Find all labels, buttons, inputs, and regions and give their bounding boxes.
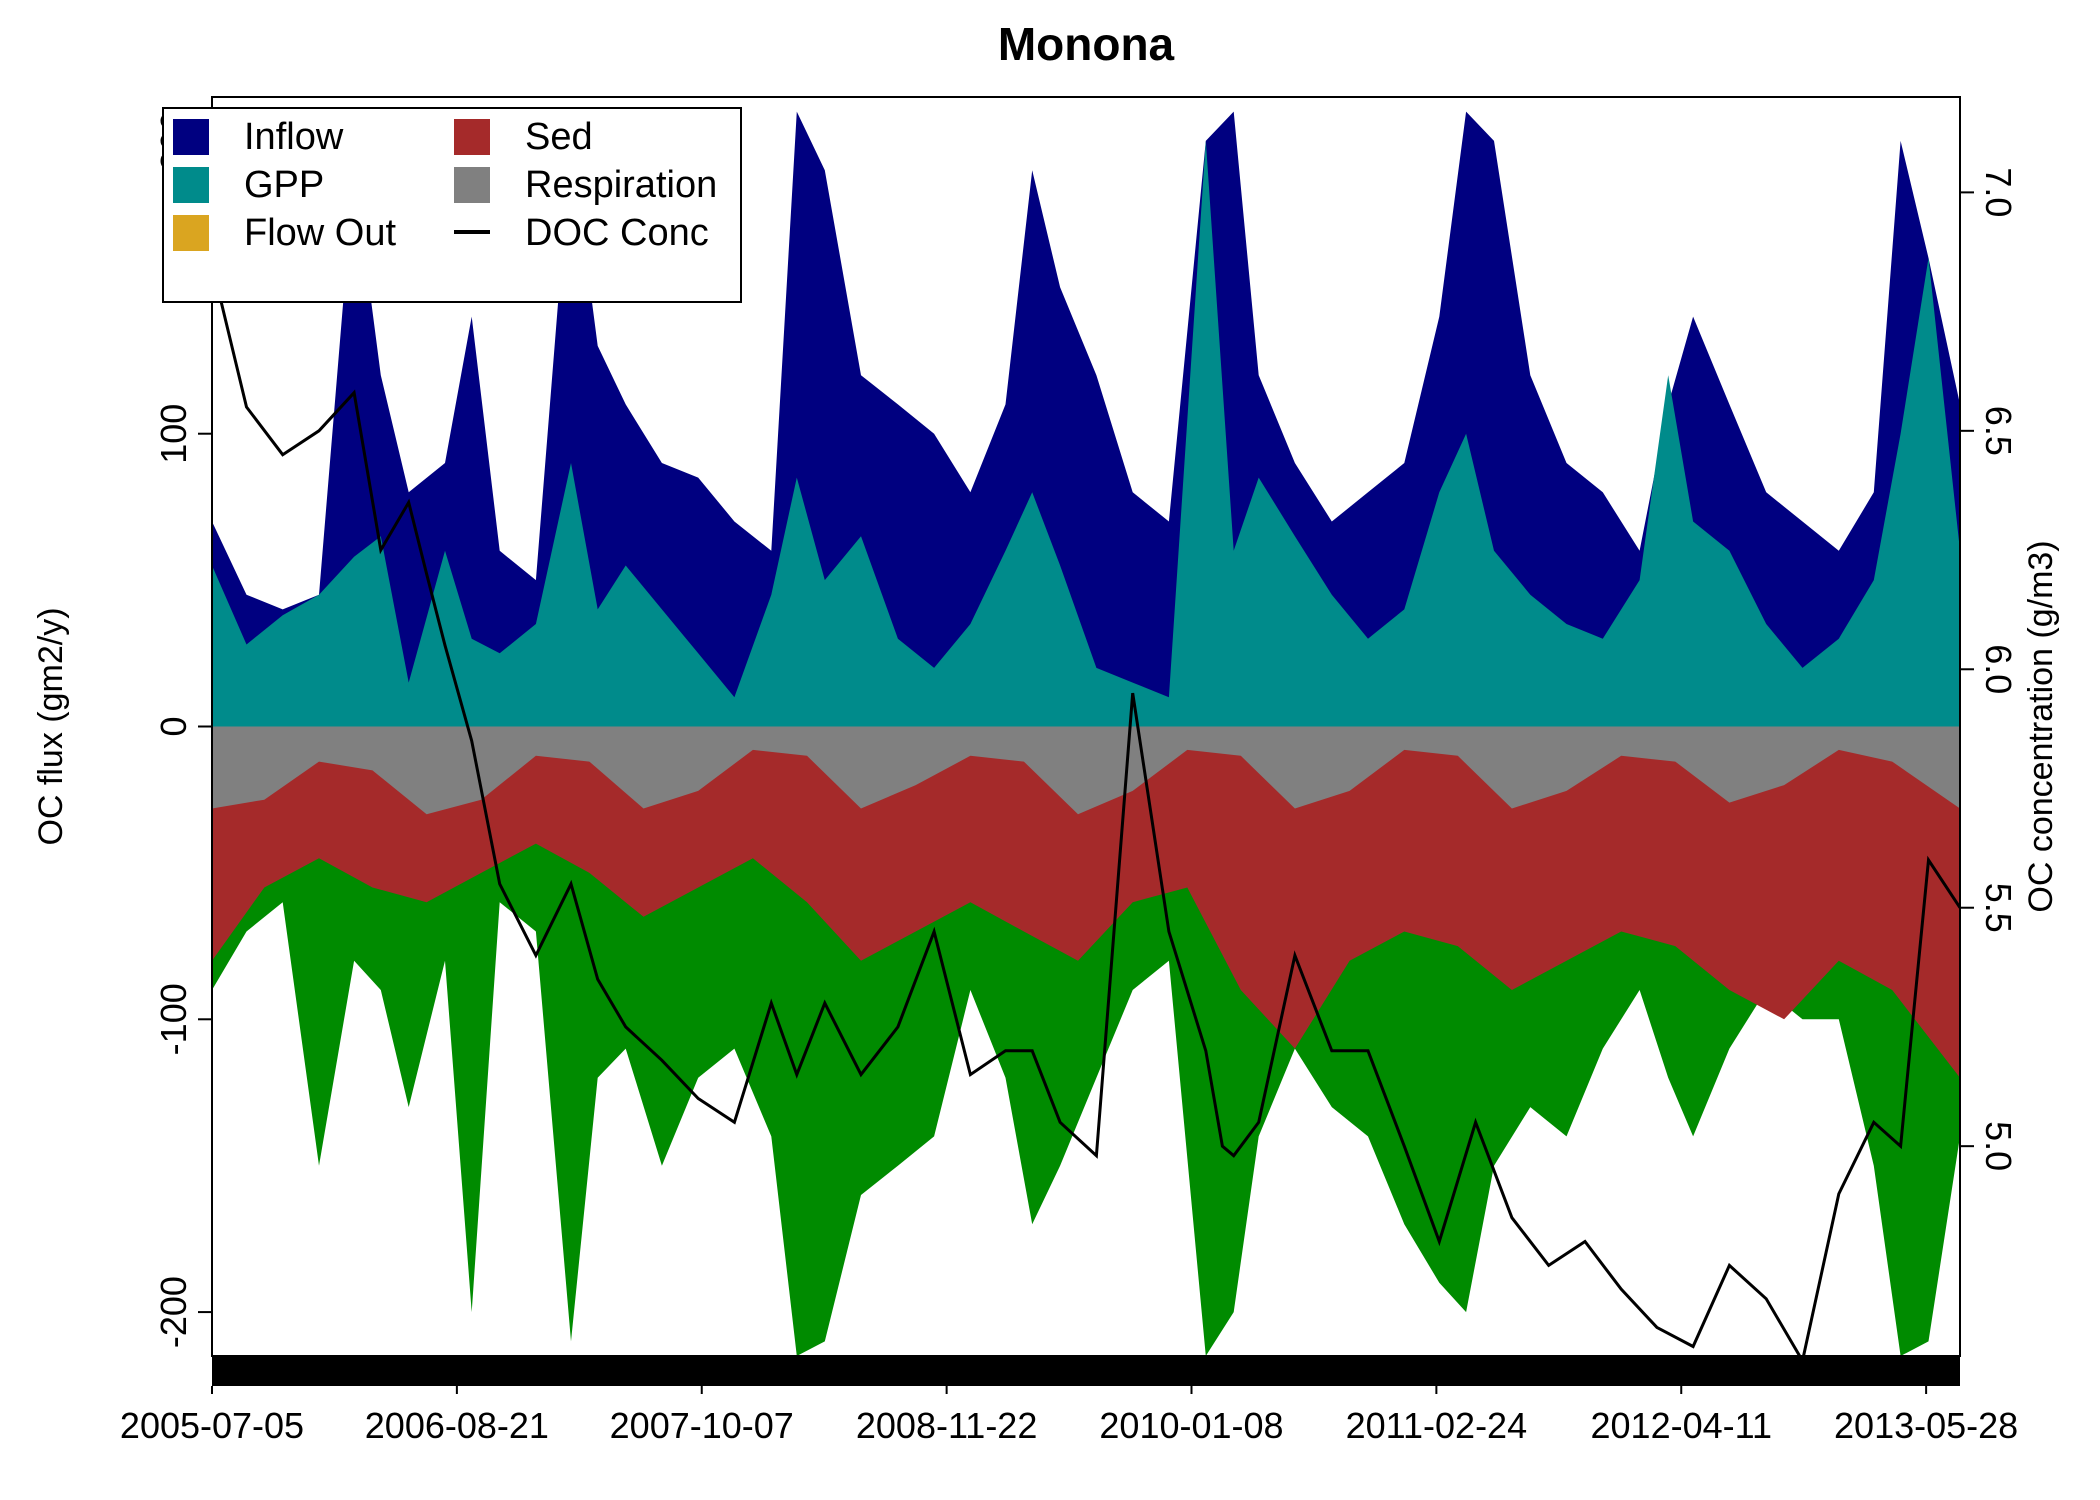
right-tick-label: 5.5	[1978, 883, 2019, 933]
area-gpp	[212, 140, 1960, 727]
right-axis-label: OC concentration (g/m3)	[2022, 540, 2060, 912]
x-tick-label: 2010-01-08	[1099, 1405, 1283, 1446]
area-sed	[212, 726, 1960, 1078]
legend-label: Sed	[525, 116, 593, 158]
x-tick-label: 2006-08-21	[365, 1405, 549, 1446]
legend: Inflow Sed GPP Respiration Flow Out DOC Conc	[162, 107, 742, 303]
legend-label: DOC Conc	[525, 212, 709, 254]
legend-box	[162, 107, 742, 303]
x-axis-rug	[212, 1356, 1960, 1386]
doc-conc-line	[212, 263, 1960, 1356]
left-tick-label: -200	[153, 1276, 194, 1348]
legend-swatch	[454, 119, 490, 155]
legend-label: Flow Out	[244, 212, 396, 254]
left-tick-label: 0	[153, 716, 194, 736]
legend-label: Respiration	[525, 164, 717, 206]
x-tick-label: 2013-05-28	[1834, 1405, 2018, 1446]
legend-swatch	[173, 119, 209, 155]
right-tick-label: 5.0	[1978, 1121, 2019, 1171]
right-y-axis: 5.0 5.5 6.0 6.5 7.0	[1960, 167, 2019, 1171]
x-tick-label: 2007-10-07	[610, 1405, 794, 1446]
legend-label: Inflow	[244, 116, 344, 158]
x-axis: 2005-07-05 2006-08-21 2007-10-07 2008-11-22…	[120, 1386, 2018, 1446]
area-inflow	[212, 111, 1960, 727]
left-tick-label: 100	[153, 404, 194, 464]
left-axis-label: OC flux (gm2/y)	[32, 607, 70, 845]
x-tick-label: 2012-04-11	[1591, 1405, 1772, 1446]
legend-label: GPP	[244, 164, 324, 206]
right-tick-label: 6.5	[1978, 406, 2019, 456]
left-tick-label: -100	[153, 983, 194, 1055]
x-tick-label: 2008-11-22	[856, 1405, 1037, 1446]
series-areas	[212, 111, 1960, 1356]
legend-swatch	[454, 167, 490, 203]
right-tick-label: 7.0	[1978, 167, 2019, 217]
x-tick-label: 2011-02-24	[1346, 1405, 1527, 1446]
doc-line-group	[212, 263, 1960, 1356]
legend-swatch	[173, 215, 209, 251]
area-respiration	[212, 726, 1960, 815]
chart-title: Monona	[998, 18, 1175, 70]
legend-swatch	[173, 167, 209, 203]
x-tick-label: 2005-07-05	[120, 1405, 304, 1446]
right-tick-label: 6.0	[1978, 644, 2019, 694]
